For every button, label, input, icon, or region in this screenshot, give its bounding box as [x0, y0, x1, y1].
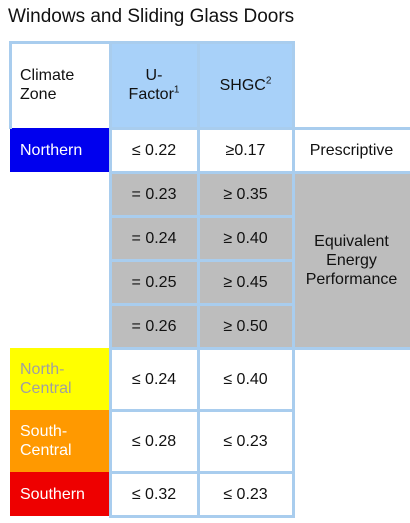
u-factor-equivalent-2: = 0.24: [110, 216, 198, 260]
u-factor-equivalent-1: = 0.23: [110, 172, 198, 216]
zone-south-central-line1: South-: [20, 423, 68, 440]
zone-southern: Southern: [10, 472, 110, 516]
zone-north-central-line1: North-: [20, 361, 65, 378]
u-factor-south-central: ≤ 0.28: [110, 410, 198, 472]
u-factor-northern: ≤ 0.22: [110, 128, 198, 172]
grid-line-h8: [109, 471, 295, 474]
prescriptive-label: Prescriptive: [293, 128, 410, 172]
grid-line-h2: [109, 171, 410, 174]
zone-north-central: North- Central: [10, 348, 110, 410]
zone-south-central-line2: Central: [20, 442, 72, 459]
header-climate-zone-line1: Climate: [20, 67, 75, 84]
grid-line-v1: [109, 41, 112, 518]
grid-line-v2: [197, 41, 200, 518]
grid-line-h4: [109, 259, 295, 262]
shgc-equivalent-3: ≥ 0.45: [198, 260, 293, 304]
shgc-equivalent-2: ≥ 0.40: [198, 216, 293, 260]
page-title: Windows and Sliding Glass Doors: [8, 6, 295, 27]
header-u-factor-line1: U-: [145, 67, 163, 84]
zone-south-central: South- Central: [10, 410, 110, 472]
u-factor-southern: ≤ 0.32: [110, 472, 198, 516]
grid-line-v3: [292, 41, 295, 518]
equivalent-line2: Energy: [326, 251, 377, 269]
u-factor-footnote: 1: [173, 84, 180, 96]
shgc-northern: ≥0.17: [198, 128, 293, 172]
shgc-north-central: ≤ 0.40: [198, 348, 293, 410]
shgc-south-central: ≤ 0.23: [198, 410, 293, 472]
header-u-factor: U- Factor1: [110, 42, 198, 128]
header-shgc: SHGC2: [198, 42, 293, 128]
grid-line-h1: [109, 127, 410, 130]
grid-line-h9: [109, 515, 295, 518]
shgc-equivalent-1: ≥ 0.35: [198, 172, 293, 216]
grid-line-h6: [109, 347, 410, 350]
header-climate-zone-line2: Zone: [20, 86, 57, 103]
shgc-footnote: 2: [265, 75, 272, 87]
equivalent-energy-performance-label: Equivalent Energy Performance: [293, 172, 410, 348]
header-u-factor-line2: Factor: [128, 86, 174, 103]
equivalent-line1: Equivalent: [314, 232, 389, 250]
zone-northern: Northern: [10, 128, 110, 172]
grid-line-h5: [109, 303, 295, 306]
equivalent-line3: Performance: [305, 270, 398, 288]
header-climate-zone: Climate Zone: [10, 42, 110, 128]
u-factor-equivalent-4: = 0.26: [110, 304, 198, 348]
zone-north-central-line2: Central: [20, 380, 72, 397]
grid-line-v0: [9, 41, 12, 129]
u-factor-equivalent-3: = 0.25: [110, 260, 198, 304]
grid-line-h3: [109, 215, 295, 218]
shgc-southern: ≤ 0.23: [198, 472, 293, 516]
u-factor-north-central: ≤ 0.24: [110, 348, 198, 410]
grid-line-h0: [9, 41, 295, 44]
header-shgc-label: SHGC: [219, 76, 266, 94]
shgc-equivalent-4: ≥ 0.50: [198, 304, 293, 348]
grid-line-h7: [109, 409, 295, 412]
